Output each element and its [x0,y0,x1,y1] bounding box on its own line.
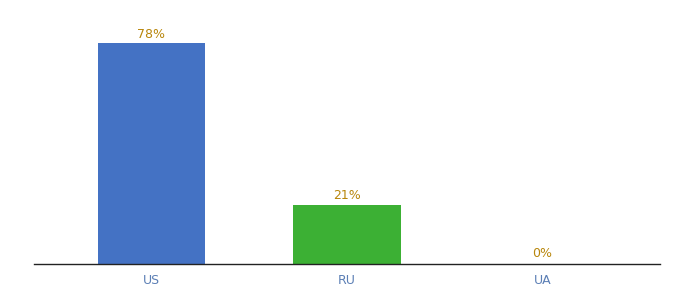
Bar [97,43,205,264]
Text: 78%: 78% [137,28,165,41]
Bar [293,205,401,264]
Text: 0%: 0% [532,247,552,260]
Text: 21%: 21% [333,189,360,202]
